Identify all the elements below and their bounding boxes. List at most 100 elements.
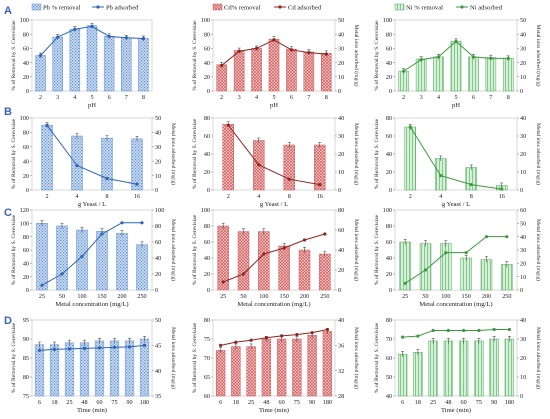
x-tick-label: 150 [97, 293, 106, 300]
y-tick-label: 60 [386, 355, 392, 362]
adsorbed-point [37, 348, 42, 352]
adsorbed-point [505, 235, 509, 239]
y-tick-label: 0 [26, 287, 29, 294]
y2-tick-label: 28 [338, 393, 344, 400]
y-tick-label: 80 [23, 374, 29, 381]
y2-tick-label: 10 [338, 169, 344, 176]
bar [101, 137, 113, 191]
y-tick-label: 80 [204, 317, 210, 324]
y2-tick-label: 50 [155, 115, 161, 122]
x-tick-label: 200 [300, 293, 309, 300]
adsorbed-point [436, 55, 441, 59]
y-tick-label: 100 [383, 207, 392, 214]
y-tick-label: 20 [23, 173, 29, 180]
y2-tick-label: 40 [520, 115, 526, 122]
row-label-d: D [4, 315, 12, 327]
x-axis-title: g Yeast / L [260, 201, 288, 208]
y-tick-label: 75 [23, 393, 29, 400]
adsorbed-point [234, 340, 238, 344]
x-tick-label: 5 [272, 94, 275, 101]
y-tick-label: 0 [207, 287, 210, 294]
adsorbed-point [237, 49, 241, 53]
y-tick-label: 20 [386, 271, 392, 278]
y-axis-title: % of Removal by S. Cerevisiae [191, 118, 198, 189]
bar [231, 346, 241, 397]
adsorbed-point [282, 246, 286, 250]
x-tick-label: 4 [439, 193, 442, 200]
x-tick-label: 250 [137, 293, 146, 300]
chart-d-cd: 60 65 70 75 80 28 32 36 40 6 18 25 48 60 75 90 180 Time (… [191, 317, 360, 414]
y-tick-label: 40 [386, 60, 392, 67]
adsorbed-point [124, 36, 128, 40]
x-tick-label: 8 [142, 94, 145, 101]
adsorbed-line [220, 329, 328, 346]
adsorbed-point [289, 48, 294, 52]
y2-axis-title: Metal ions adsorbed (mg/g) [170, 327, 177, 389]
y2-axis-title: Metal ions adsorbed (mg/g) [170, 219, 177, 281]
y-tick-label: 100 [201, 207, 210, 214]
y-tick-label: 80 [386, 317, 392, 324]
adsorbed-point [142, 343, 147, 347]
adsorbed-point [477, 328, 481, 333]
x-tick-label: 6 [472, 94, 475, 101]
bar [261, 338, 272, 397]
row-label-a: A [4, 5, 12, 17]
y-tick-label: 80 [204, 115, 210, 122]
y2-tick-label: 36 [338, 343, 344, 350]
chart-a-ni: 0 20 40 60 80 100 0 10 20 30 40 50 2 3 4 5 6 7 8 pH % of Rem… [373, 3, 542, 109]
bar [397, 353, 408, 397]
y2-axis-title: Metal ions adsorbed (mg/g) [535, 25, 542, 87]
y-tick-label: 20 [23, 74, 29, 81]
y2-tick-label: 10 [520, 169, 526, 176]
adsorbed-point [82, 346, 87, 350]
bar [413, 352, 423, 397]
y2-tick-label: 30 [520, 336, 526, 343]
y-axis-title: % of Removal by S. Cerevisiae [10, 118, 17, 189]
x-axis-title: pH [270, 102, 278, 109]
y2-tick-label: 10 [155, 173, 161, 180]
y-tick-label: 20 [204, 271, 210, 278]
y-tick-label: 80 [386, 115, 392, 122]
x-tick-label: 4 [73, 94, 76, 101]
y-axis-title: % of Removal by S. Cerevisiae [191, 322, 198, 393]
bar [501, 264, 513, 291]
adsorbed-point [90, 24, 94, 28]
adsorbed-point [492, 327, 496, 332]
x-tick-label: 8 [470, 193, 473, 200]
adsorbed-line [227, 124, 320, 186]
adsorbed-point [60, 272, 64, 276]
bar [428, 340, 438, 397]
bar [465, 167, 477, 191]
y2-axis-title: Metal ions adsorbed (mg/g) [353, 219, 360, 281]
plot-frame [31, 117, 153, 191]
y2-tick-label: 30 [338, 133, 344, 140]
y2-tick-label: 30 [155, 144, 161, 151]
legend-swatch-point [460, 5, 464, 9]
x-axis-title: Metal concentration (mg/L) [237, 301, 310, 308]
bar [440, 243, 452, 291]
plot-frame [31, 209, 153, 291]
y-tick-label: 40 [23, 158, 29, 165]
y2-tick-label: 80 [155, 223, 161, 230]
chart-a-pb: 0 20 40 60 80 100 2 3 4 5 6 7 8 pH % of Removal by S. … [10, 3, 153, 109]
bar [41, 124, 53, 191]
row-label-c: C [4, 207, 12, 219]
legend-swatch-bar [212, 3, 223, 11]
y2-tick-label: 20 [155, 158, 161, 165]
x-tick-label: 90 [126, 399, 132, 406]
adsorbed-point [40, 283, 44, 287]
adsorbed-point [431, 328, 435, 333]
adsorbed-line [404, 236, 507, 284]
x-tick-label: 7 [307, 94, 310, 101]
adsorbed-point [325, 327, 329, 332]
adsorbed-line [402, 329, 510, 338]
adsorbed-point [446, 328, 450, 333]
y-tick-label: 100 [20, 17, 29, 24]
adsorbed-point [80, 254, 84, 258]
x-tick-label: 200 [482, 293, 491, 300]
x-tick-label: 180 [140, 399, 149, 406]
bar [278, 245, 290, 291]
